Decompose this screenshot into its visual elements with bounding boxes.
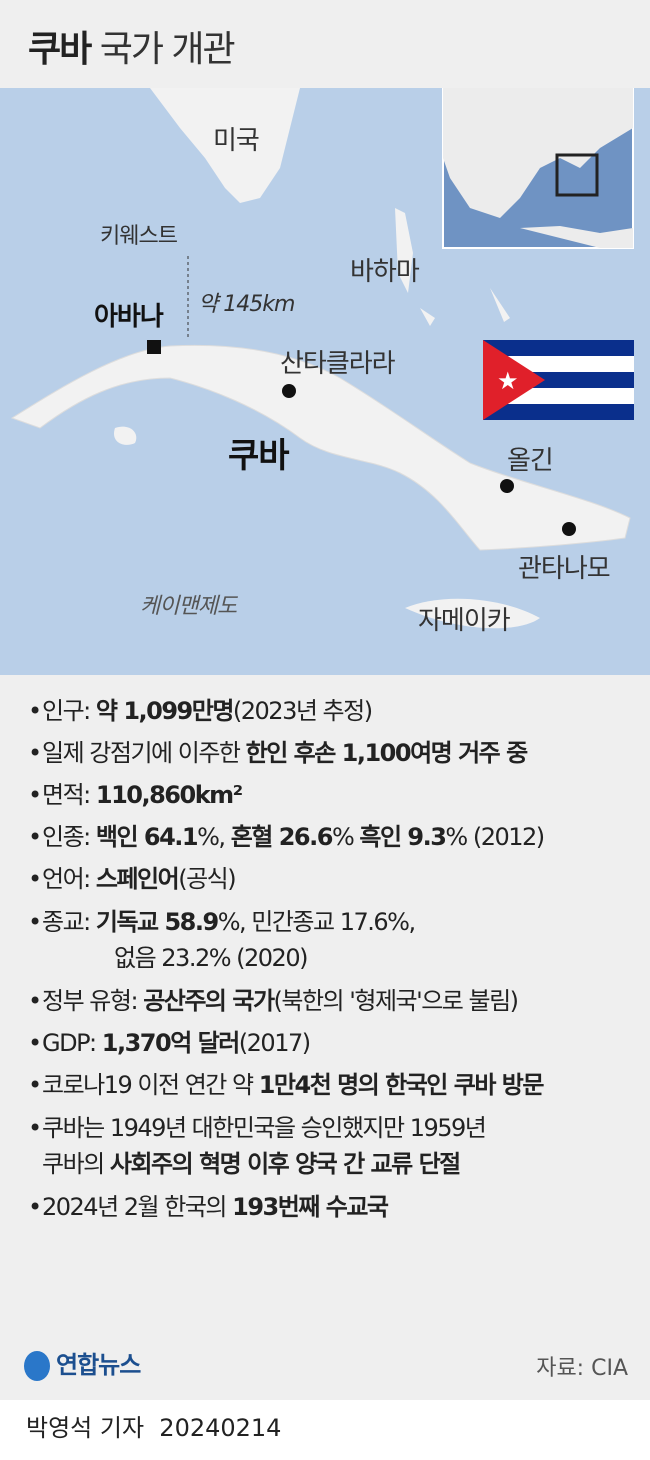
holguin-marker xyxy=(500,479,514,493)
havana-marker xyxy=(147,340,161,354)
value: 약 1,099만명 xyxy=(95,697,235,725)
reporter: 박영석 기자 xyxy=(26,1414,145,1442)
label-havana: 아바나 xyxy=(94,302,164,332)
logo-icon xyxy=(24,1351,50,1381)
value: 1만4천 명의 한국인 쿠바 방문 xyxy=(258,1071,545,1099)
value: 기독교 58.9 xyxy=(95,908,219,936)
value-white: 백인 64.1 xyxy=(95,823,199,851)
info-religion: •종교: 기독교 58.9%, 민간종교 17.6%, 없음 23.2% (202… xyxy=(28,908,416,972)
florida xyxy=(150,88,300,203)
note: (공식) xyxy=(178,865,236,893)
inset-map xyxy=(442,74,634,249)
line1: 쿠바는 1949년 대한민국을 승인했지만 1959년 xyxy=(42,1114,487,1142)
isla-juventud xyxy=(114,426,137,445)
label: 종교: xyxy=(42,908,91,936)
yonhap-logo: 연합뉴스 xyxy=(24,1345,141,1381)
info-visitors: •코로나19 이전 연간 약 1만4천 명의 한국인 쿠바 방문 xyxy=(28,1071,545,1099)
line2-pre: 쿠바의 xyxy=(42,1150,105,1178)
note: % (2012) xyxy=(445,823,545,851)
info-list: •인구: 약 1,099만명(2023년 추정) •일제 강점기에 이주한 한인… xyxy=(28,690,638,1228)
value: 한인 후손 1,100여명 거주 중 xyxy=(245,739,529,767)
title-light: 국가 개관 xyxy=(99,29,236,70)
value: 1,370억 달러 xyxy=(101,1029,241,1057)
cuba-flag: ★ xyxy=(483,340,634,420)
note: (북한의 '형제국'으로 불림) xyxy=(273,987,519,1015)
cuba-map: ★ 미국 키웨스트 약 145km 바하마 아바나 산타클라라 쿠바 올긴 관타… xyxy=(0,74,650,675)
note: (2017) xyxy=(238,1029,311,1057)
title-bold: 쿠바 xyxy=(28,29,92,70)
info-ethnicity: •인종: 백인 64.1%, 혼혈 26.6% 흑인 9.3% (2012) xyxy=(28,823,545,851)
label: 정부 유형: xyxy=(42,987,139,1015)
value: 공산주의 국가 xyxy=(143,987,275,1015)
info-history: •쿠바는 1949년 대한민국을 승인했지만 1959년 쿠바의 사회주의 혁명 … xyxy=(28,1114,487,1178)
label: 코로나19 이전 연간 약 xyxy=(42,1071,254,1099)
label-distance: 약 145km xyxy=(198,292,295,317)
label: 인구: xyxy=(42,697,91,725)
info-area: •면적: 110,860km² xyxy=(28,781,243,809)
label-keywest: 키웨스트 xyxy=(100,224,178,249)
jamaica xyxy=(405,598,540,629)
label: 인종: xyxy=(42,823,91,851)
logo-text: 연합뉴스 xyxy=(56,1351,141,1379)
value: 110,860km² xyxy=(95,781,243,809)
info-gdp: •GDP: 1,370억 달러(2017) xyxy=(28,1029,311,1057)
value: 스페인어 xyxy=(95,865,180,893)
value: 193번째 수교국 xyxy=(232,1193,389,1221)
info-population: •인구: 약 1,099만명(2023년 추정) xyxy=(28,697,373,725)
page-title: 쿠바 국가 개관 xyxy=(28,20,236,72)
guantanamo-marker xyxy=(562,522,576,536)
byline: 박영석 기자 20240214 xyxy=(0,1400,650,1460)
label: 일제 강점기에 이주한 xyxy=(42,739,241,767)
inset-highlight xyxy=(555,153,599,197)
svg-text:★: ★ xyxy=(497,367,519,395)
map-graphic: ★ xyxy=(0,74,650,675)
label: GDP: xyxy=(42,1029,97,1057)
santa-clara-marker xyxy=(282,384,296,398)
info-koreans: •일제 강점기에 이주한 한인 후손 1,100여명 거주 중 xyxy=(28,739,529,767)
sep: %, xyxy=(197,823,226,851)
label-bahamas: 바하마 xyxy=(350,257,420,287)
label-usa: 미국 xyxy=(213,126,260,156)
source: 자료: CIA xyxy=(536,1356,628,1381)
label: 2024년 2월 한국의 xyxy=(42,1193,228,1221)
label-jamaica: 자메이카 xyxy=(418,606,511,636)
line2: 없음 23.2% (2020) xyxy=(114,944,308,972)
label-santa-clara: 산타클라라 xyxy=(280,349,396,379)
label: 면적: xyxy=(42,781,91,809)
rest: %, 민간종교 17.6%, xyxy=(217,908,416,936)
value: 사회주의 혁명 이후 양국 간 교류 단절 xyxy=(109,1150,461,1178)
date: 20240214 xyxy=(159,1414,282,1442)
cuba-island xyxy=(10,344,631,551)
label-holguin: 올긴 xyxy=(507,446,554,476)
info-relations: •2024년 2월 한국의 193번째 수교국 xyxy=(28,1193,389,1221)
label: 언어: xyxy=(42,865,91,893)
note: (2023년 추정) xyxy=(232,697,373,725)
label-guantanamo: 관타나모 xyxy=(518,554,611,584)
value-black: 흑인 9.3 xyxy=(359,823,447,851)
info-government: •정부 유형: 공산주의 국가(북한의 '형제국'으로 불림) xyxy=(28,987,519,1015)
label-cuba: 쿠바 xyxy=(228,436,290,476)
label-cayman: 케이맨제도 xyxy=(140,594,237,619)
info-language: •언어: 스페인어(공식) xyxy=(28,865,237,893)
sep: % xyxy=(331,823,355,851)
value-mixed: 혼혈 26.6 xyxy=(230,823,334,851)
